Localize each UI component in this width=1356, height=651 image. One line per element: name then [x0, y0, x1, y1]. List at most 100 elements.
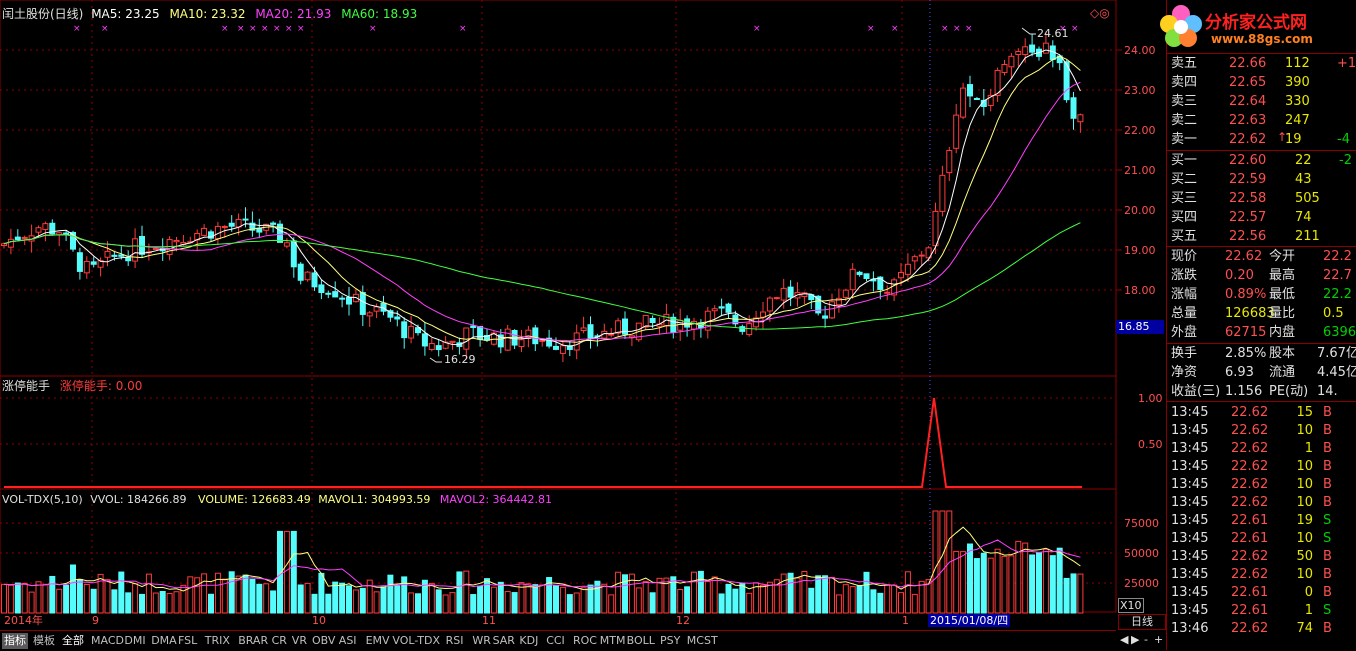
candle-body: [904, 263, 911, 275]
nav-minus-icon[interactable]: -: [1144, 633, 1148, 646]
current-price-tag: 16.85: [1116, 320, 1164, 334]
tab-boll[interactable]: BOLL: [626, 634, 655, 647]
candle-body: [449, 340, 456, 343]
nav-prev-icon[interactable]: ◀: [1120, 633, 1129, 646]
tab-emv[interactable]: EMV: [365, 634, 390, 647]
signal-marker: ×: [73, 24, 81, 34]
fundamental-label-2: 股本: [1269, 346, 1296, 361]
tick-side: B: [1323, 405, 1332, 420]
candle-body: [739, 326, 746, 332]
time-label-2014: 2014年: [4, 614, 43, 627]
tick-row: 13:45 22.62 10 B: [1167, 493, 1356, 512]
diamond-icon[interactable]: ◇◎: [1090, 6, 1110, 20]
candle-body: [366, 312, 373, 317]
volume-bar: [994, 548, 1001, 614]
tab-macd[interactable]: MACD: [91, 634, 124, 647]
candle-body: [228, 222, 235, 227]
tick-side: B: [1323, 459, 1332, 474]
fundamental-row: 收益(三) 1.156 PE(动) 14.: [1167, 382, 1356, 401]
kline-chart[interactable]: × × × × × × × × × × × × × × × × × × ×: [0, 0, 1166, 630]
volume-bar: [746, 592, 753, 614]
site-logo[interactable]: 分析家公式网 www.88gs.com: [1160, 0, 1356, 52]
indicator-tab-bar: 指标 模板 全部 MACD DMI DMA FSL TRIX BRAR CR VR OBV ASI EMV…: [0, 630, 1116, 651]
volume-bar: [518, 582, 525, 614]
candle-body: [649, 318, 656, 324]
price-panel-frame: [0, 0, 1117, 377]
tab-wr[interactable]: WR: [472, 634, 491, 647]
bid-change: -2: [1339, 153, 1352, 168]
volume-bar: [835, 594, 842, 614]
tab-trix[interactable]: TRIX: [204, 634, 230, 647]
tick-row: 13:45 22.62 10 B: [1167, 457, 1356, 476]
volume-bar: [980, 552, 987, 614]
ask-label: 卖一: [1171, 132, 1198, 147]
tab-mcst[interactable]: MCST: [686, 634, 718, 647]
volume-bar: [97, 573, 104, 614]
tick-side: B: [1323, 423, 1332, 438]
candle-body: [359, 292, 366, 315]
bid-price: 22.57: [1229, 210, 1267, 225]
volume-header: VOL-TDX(5,10) VVOL: 184266.89 VOLUME: 12…: [2, 493, 552, 506]
volume-unit: X10: [1118, 598, 1144, 613]
volume-bar: [63, 584, 70, 614]
tab-rsi[interactable]: RSI: [445, 634, 464, 647]
volume-bar: [1042, 548, 1049, 614]
candle-body: [442, 341, 449, 349]
volume-bar: [801, 571, 808, 614]
tab-dmi[interactable]: DMI: [124, 634, 146, 647]
panel-separator: [1167, 150, 1356, 151]
tab-kdj[interactable]: KDJ: [519, 634, 539, 647]
tick-volume: 19: [1296, 513, 1313, 528]
tab-fsl[interactable]: FSL: [178, 634, 198, 647]
period-button[interactable]: 日线: [1118, 614, 1166, 630]
candle-body: [97, 260, 104, 268]
candle-body: [173, 239, 180, 243]
volume-bar: [511, 592, 518, 614]
tick-row: 13:45 22.61 1 S: [1167, 601, 1356, 620]
tab-obv[interactable]: OBV: [312, 634, 336, 647]
volume-bar: [214, 572, 221, 614]
tab-模板[interactable]: 模板: [33, 634, 55, 647]
ask-label: 卖二: [1171, 113, 1198, 128]
tab-vr[interactable]: VR: [291, 634, 307, 647]
tab-roc[interactable]: ROC: [573, 634, 597, 647]
tab-dma[interactable]: DMA: [151, 634, 177, 647]
candle-body: [401, 321, 408, 339]
tab-指标[interactable]: 指标: [2, 633, 28, 649]
volume-bar: [960, 551, 967, 614]
nav-plus-icon[interactable]: +: [1154, 633, 1164, 646]
nav-next-icon[interactable]: ▶: [1131, 633, 1140, 646]
volume-bar: [870, 589, 877, 614]
tab-全部[interactable]: 全部: [62, 634, 84, 647]
volume-bar: [504, 591, 511, 614]
volume-bar: [911, 593, 918, 614]
tab-cci[interactable]: CCI: [546, 634, 565, 647]
tab-mtm[interactable]: MTM: [599, 634, 626, 647]
indicator-axis-1: 1.00: [1138, 392, 1163, 405]
volume-bar: [808, 587, 815, 614]
tick-price: 22.62: [1231, 459, 1269, 474]
volume-bar: [601, 583, 608, 614]
tab-vol-tdx[interactable]: VOL-TDX: [392, 634, 440, 647]
volume-bar: [953, 550, 960, 614]
high-price-label: 24.61: [1037, 27, 1069, 40]
candle-body: [387, 310, 394, 318]
tab-brar[interactable]: BRAR: [238, 634, 269, 647]
fundamental-row: 换手 2.85% 股本 7.67亿: [1167, 344, 1356, 363]
candle-body: [249, 222, 256, 231]
volume-bar: [380, 586, 387, 614]
tab-sar[interactable]: SAR: [492, 634, 515, 647]
panel-separator: [1167, 343, 1356, 344]
candle-body: [242, 218, 249, 221]
volume-bar: [739, 582, 746, 614]
volume-bar: [635, 587, 642, 614]
ma60-label: MA60: 18.93: [341, 7, 418, 21]
candle-body: [497, 334, 504, 348]
volume-bar: [704, 581, 711, 614]
candle-body: [270, 222, 277, 225]
volume-bar: [973, 558, 980, 614]
tab-cr[interactable]: CR: [271, 634, 287, 647]
tab-psy[interactable]: PSY: [660, 634, 681, 647]
tab-asi[interactable]: ASI: [338, 634, 357, 647]
candle-body: [332, 291, 339, 298]
